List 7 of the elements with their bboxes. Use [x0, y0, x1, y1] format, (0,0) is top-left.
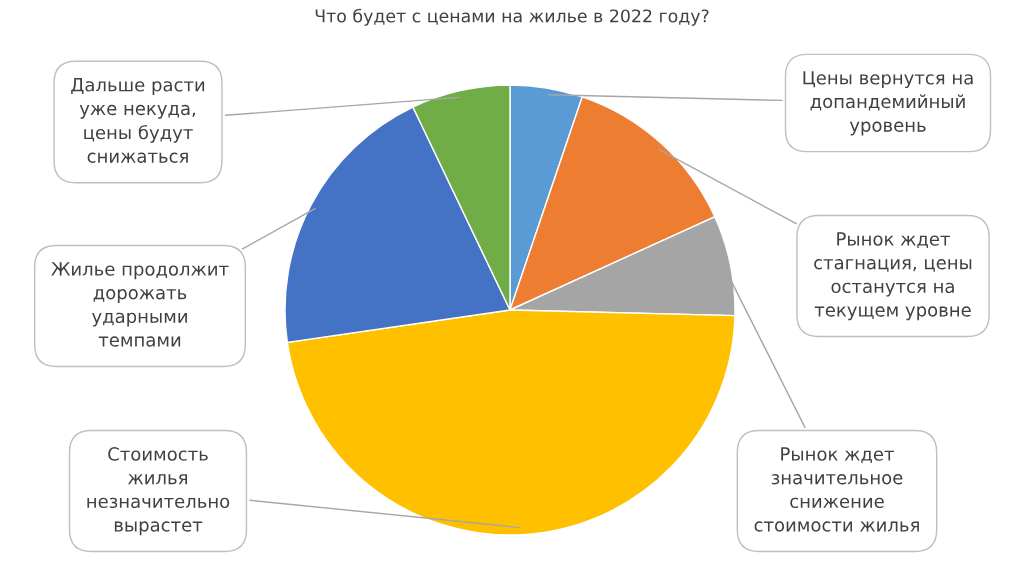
chart-title: Что будет с ценами на жилье в 2022 году? [315, 8, 709, 26]
slice-label: Жилье продолжит дорожать ударными темпами [51, 262, 229, 347]
slice-label: Стоимость жилья незначительно вырастет [87, 447, 230, 536]
slice-label: Дальше расти уже некуда, цены будут снижаться [71, 78, 205, 163]
slice-label: Рынок ждет значительное снижение стоимости жилья [754, 447, 919, 532]
slice-label: Цены вернутся на допандемийный уровень [803, 71, 973, 136]
slice-label: Рынок ждет стагнация, цены останутся на текущем уровне [814, 232, 972, 321]
